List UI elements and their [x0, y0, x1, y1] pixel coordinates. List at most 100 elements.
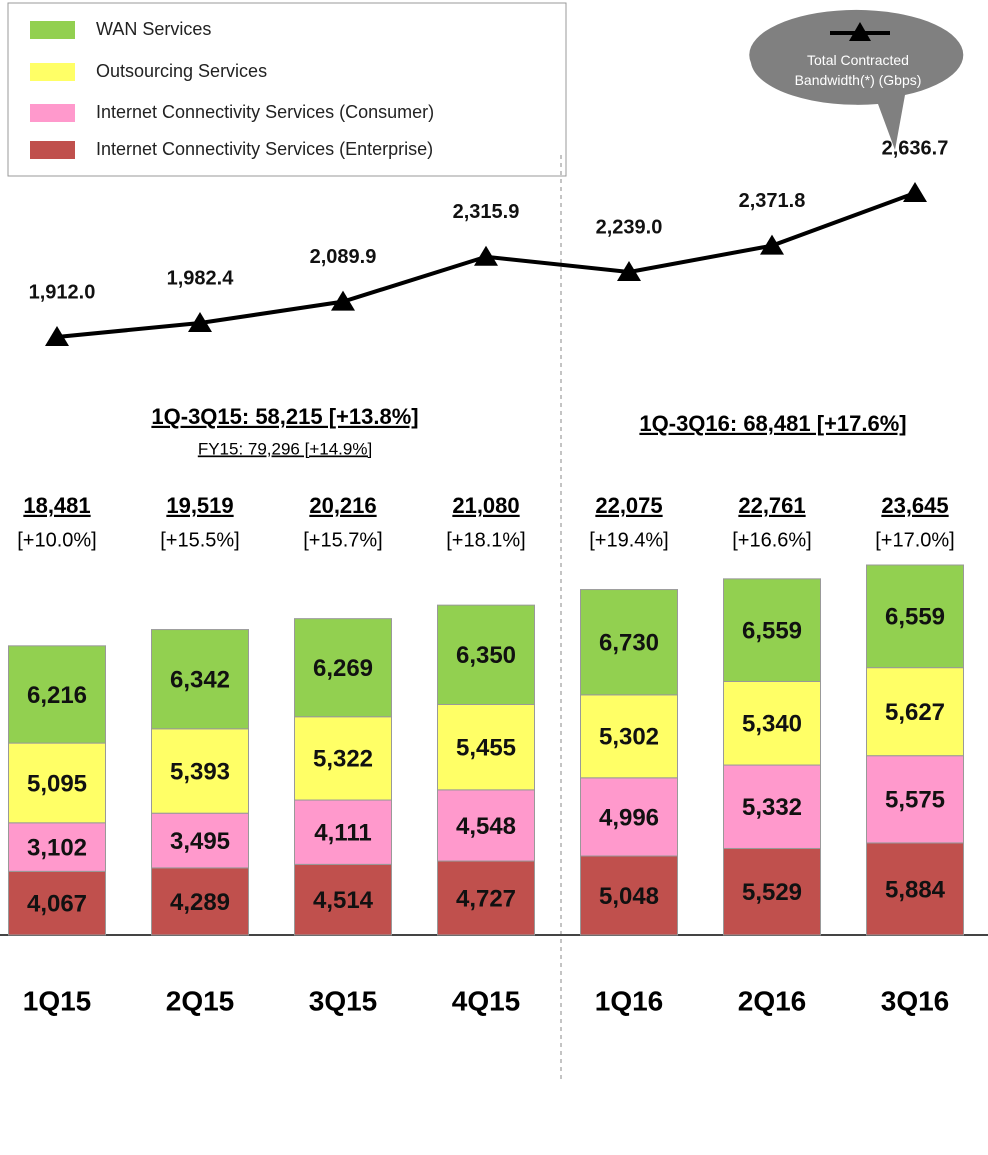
segment-label: 5,529 — [742, 879, 802, 906]
segment-label: 3,102 — [27, 834, 87, 861]
bar-segment — [580, 777, 678, 857]
legend-box — [7, 2, 567, 177]
bar-segment — [294, 618, 392, 718]
segment-label: 4,514 — [313, 887, 374, 914]
bar-segment — [437, 789, 535, 862]
bar-segment — [866, 667, 964, 757]
segment-label: 5,340 — [742, 711, 802, 738]
bar-segment — [294, 799, 392, 865]
segment-label: 5,627 — [885, 699, 945, 726]
x-tick-label: 2Q16 — [738, 985, 807, 1016]
annotation: FY15: 79,296 [+14.9%] — [198, 439, 372, 458]
segment-label: 6,342 — [170, 667, 230, 694]
growth-label: [+19.4%] — [589, 529, 669, 551]
line-marker — [331, 290, 355, 311]
growth-label: [+10.0%] — [17, 529, 97, 551]
bar-segment — [866, 842, 964, 936]
segment-label: 5,575 — [885, 787, 945, 814]
legend-swatch — [30, 104, 75, 122]
legend-swatch — [30, 63, 75, 81]
legend-swatch — [30, 21, 75, 39]
line-value-label: 2,315.9 — [453, 201, 520, 223]
growth-label: [+18.1%] — [446, 529, 526, 551]
legend-label: WAN Services — [96, 19, 211, 39]
segment-label: 6,559 — [885, 604, 945, 631]
bar-segment — [8, 822, 106, 872]
bar-segment — [151, 629, 249, 730]
segment-label: 5,095 — [27, 770, 87, 797]
bar-segment — [151, 812, 249, 869]
annotation: 1Q-3Q16: 68,481 [+17.6%] — [639, 411, 906, 436]
line-value-label: 2,239.0 — [596, 216, 663, 238]
bar-segment — [437, 604, 535, 706]
legend-swatch — [30, 141, 75, 159]
x-tick-label: 1Q15 — [23, 985, 92, 1016]
legend-label: Internet Connectivity Services (Enterpri… — [96, 139, 433, 159]
segment-label: 4,996 — [599, 804, 659, 831]
total-label: 18,481 — [23, 493, 90, 518]
segment-label: 5,884 — [885, 876, 946, 903]
total-label: 21,080 — [452, 493, 519, 518]
line-marker — [760, 234, 784, 255]
bar-segment — [580, 589, 678, 696]
legend-label: Internet Connectivity Services (Consumer… — [96, 102, 434, 122]
x-tick-label: 3Q15 — [309, 985, 378, 1016]
bar-segment — [8, 645, 106, 744]
bar-segment — [580, 855, 678, 936]
line-marker — [45, 326, 69, 346]
total-label: 20,216 — [309, 493, 376, 518]
segment-label: 4,548 — [456, 813, 516, 840]
x-tick-label: 2Q15 — [166, 985, 235, 1016]
growth-label: [+15.5%] — [160, 529, 240, 551]
bar-segment — [723, 764, 821, 849]
bar-segment — [437, 704, 535, 791]
line-value-label: 2,089.9 — [310, 246, 377, 268]
total-label: 23,645 — [881, 493, 948, 518]
segment-label: 5,048 — [599, 883, 659, 910]
legend-label: Outsourcing Services — [96, 61, 267, 81]
x-tick-label: 3Q16 — [881, 985, 950, 1016]
growth-label: [+15.7%] — [303, 529, 383, 551]
total-label: 22,761 — [738, 493, 805, 518]
segment-label: 5,393 — [170, 758, 230, 785]
segment-label: 6,269 — [313, 655, 373, 682]
total-label: 19,519 — [166, 493, 233, 518]
line-value-label: 1,982.4 — [167, 267, 235, 289]
bar-segment — [866, 755, 964, 844]
segment-label: 6,559 — [742, 618, 802, 645]
bar-segment — [723, 680, 821, 766]
line-value-label: 2,371.8 — [739, 190, 806, 212]
segment-label: 5,322 — [313, 746, 373, 773]
x-tick-label: 1Q16 — [595, 985, 664, 1016]
segment-label: 4,111 — [314, 820, 371, 847]
line-value-label: 1,912.0 — [29, 281, 96, 303]
bar-segment — [8, 870, 106, 936]
line-marker — [474, 245, 498, 266]
bar-segment — [437, 860, 535, 936]
line-marker — [617, 261, 641, 282]
total-label: 22,075 — [595, 493, 662, 518]
callout-marker-icon — [849, 22, 871, 41]
line-marker — [903, 182, 927, 202]
callout-bubble — [749, 9, 964, 151]
x-tick-label: 4Q15 — [452, 985, 521, 1016]
line-marker — [188, 312, 212, 333]
bar-segment — [8, 742, 106, 824]
line-value-label: 2,636.7 — [882, 137, 949, 159]
segment-label: 4,067 — [27, 891, 87, 918]
growth-label: [+17.0%] — [875, 529, 955, 551]
segment-label: 6,350 — [456, 642, 516, 669]
segment-label: 5,332 — [742, 794, 802, 821]
segment-label: 6,730 — [599, 630, 659, 657]
segment-label: 4,727 — [456, 885, 516, 912]
callout-text: Total Contracted Bandwidth(*) (Gbps) — [794, 52, 922, 88]
bar-segment — [723, 847, 821, 936]
segment-label: 6,216 — [27, 682, 87, 709]
bar-segment — [723, 578, 821, 682]
annotation: 1Q-3Q15: 58,215 [+13.8%] — [151, 404, 418, 429]
segment-label: 5,455 — [456, 735, 516, 762]
growth-label: [+16.6%] — [732, 529, 812, 551]
bar-segment — [151, 867, 249, 936]
